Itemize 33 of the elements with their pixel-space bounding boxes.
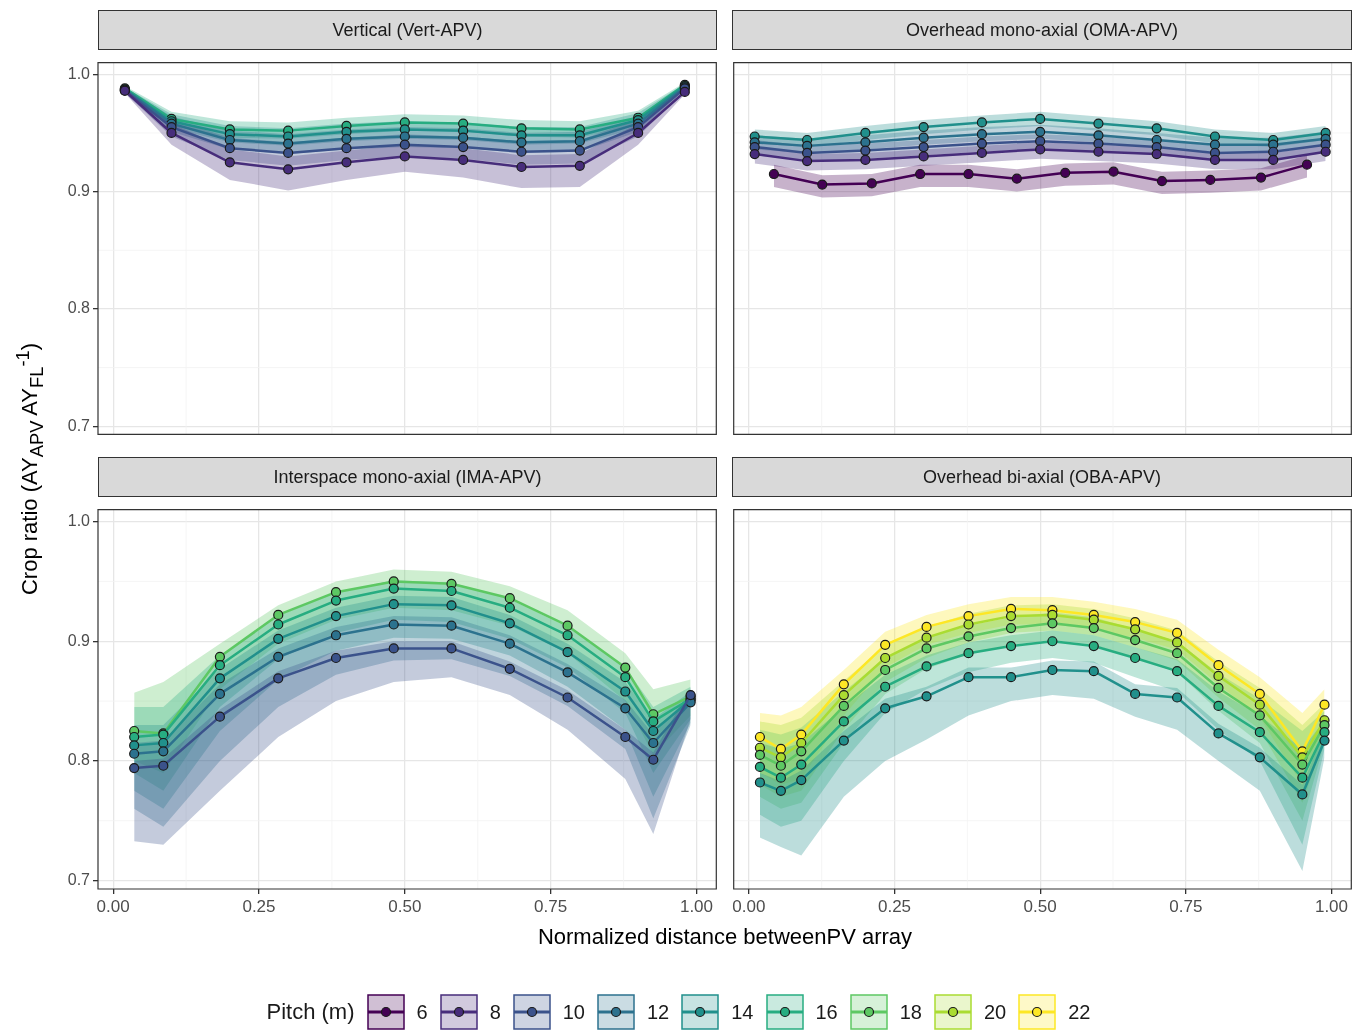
x-tick-label: 0.50 bbox=[388, 896, 422, 916]
x-tick-label: 1.00 bbox=[679, 896, 714, 916]
x-axis-title: Normalized distance betweenPV array bbox=[536, 924, 914, 950]
x-tick-label: 0.50 bbox=[1023, 896, 1057, 916]
legend-label: 6 bbox=[416, 1000, 428, 1024]
legend-label: 10 bbox=[562, 1000, 585, 1024]
legend-label: 18 bbox=[899, 1000, 922, 1024]
legend-label: 20 bbox=[984, 1000, 1007, 1024]
x-tick-label: 0.75 bbox=[1169, 896, 1203, 916]
y-tick-label: 1.0 bbox=[67, 64, 91, 82]
x-tick-label: 0.00 bbox=[732, 896, 766, 916]
chart-title: Vertical (Vert-APV) bbox=[98, 10, 717, 50]
x-tick-label: 0.25 bbox=[877, 896, 912, 916]
y-tick-label: 0.7 bbox=[67, 871, 91, 889]
x-tick-label: 0.25 bbox=[242, 896, 276, 916]
y-tick-label: 0.9 bbox=[67, 182, 91, 200]
legend-title: Pitch (m) bbox=[266, 999, 355, 1025]
x-tick-label: 0.75 bbox=[534, 896, 568, 916]
x-tick-label: 1.00 bbox=[1314, 896, 1349, 916]
chart-title: Overhead mono-axial (OMA-APV) bbox=[732, 10, 1352, 50]
legend-label: 16 bbox=[815, 1000, 838, 1024]
x-tick-label: 0.00 bbox=[96, 896, 130, 916]
legend-label: 14 bbox=[731, 1000, 754, 1024]
legend-label: 22 bbox=[1068, 1000, 1091, 1024]
legend-label: 8 bbox=[489, 1000, 501, 1024]
y-tick-label: 1.0 bbox=[67, 511, 91, 529]
chart-title: Interspace mono-axial (IMA-APV) bbox=[98, 457, 717, 497]
y-tick-label: 0.7 bbox=[67, 416, 91, 434]
legend-label: 12 bbox=[647, 1000, 670, 1024]
chart-title: Overhead bi-axial (OBA-APV) bbox=[732, 457, 1352, 497]
y-tick-label: 0.8 bbox=[67, 751, 91, 769]
y-tick-label: 0.8 bbox=[67, 299, 91, 317]
y-tick-label: 0.9 bbox=[67, 631, 91, 649]
